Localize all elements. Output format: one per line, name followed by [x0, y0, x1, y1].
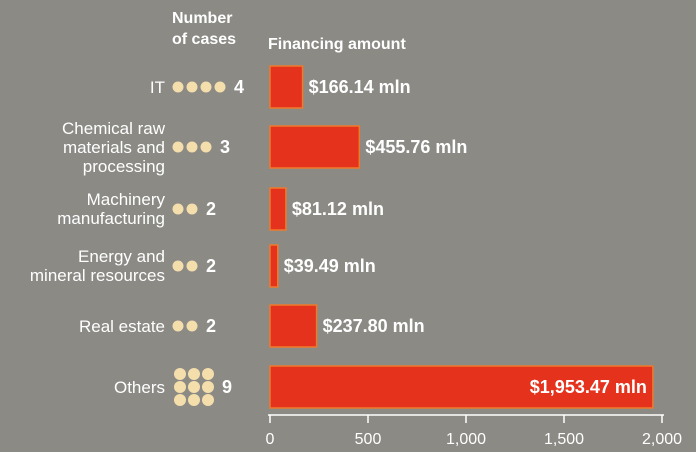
case-dot — [202, 394, 214, 406]
case-dots — [172, 141, 212, 153]
case-dots — [172, 203, 198, 215]
case-dots — [172, 320, 198, 332]
value-label: $237.80 mln — [323, 316, 425, 336]
case-dot — [186, 141, 198, 153]
value-label: $1,953.47 mln — [530, 377, 647, 397]
case-dot — [200, 81, 212, 93]
x-tick-label: 1,500 — [544, 431, 584, 448]
category-box: Machinery manufacturing — [20, 177, 165, 241]
category-box: Energy and mineral resources — [20, 234, 165, 298]
case-count: 2 — [206, 256, 216, 276]
case-dot — [202, 368, 214, 380]
category-label: IT — [149, 77, 165, 97]
value-label: $455.76 mln — [365, 137, 467, 157]
category-box: Chemical raw materials and processing — [20, 115, 165, 179]
case-dot — [172, 81, 184, 93]
case-dot — [174, 368, 186, 380]
category-label: Real estate — [79, 316, 165, 336]
case-dot — [188, 394, 200, 406]
category-box: IT — [20, 55, 165, 119]
case-dot — [172, 141, 184, 153]
category-label: Energy and mineral resources — [29, 247, 165, 285]
case-dot — [202, 381, 214, 393]
case-dot — [186, 320, 198, 332]
x-tick-label: 500 — [355, 431, 382, 448]
bar — [269, 65, 304, 109]
case-dot — [186, 81, 198, 93]
category-box: Others — [20, 355, 165, 419]
case-dot — [200, 141, 212, 153]
category-label: Chemical raw materials and processing — [62, 118, 165, 176]
case-count: 4 — [234, 77, 244, 97]
case-count: 2 — [206, 199, 216, 219]
category-box: Real estate — [20, 294, 165, 358]
value-label: $81.12 mln — [292, 199, 384, 219]
case-dot — [172, 203, 184, 215]
bar — [269, 365, 654, 409]
case-dot — [186, 260, 198, 272]
x-tick-label: 0 — [266, 431, 275, 448]
case-dots — [172, 260, 198, 272]
bar — [269, 125, 361, 169]
case-dot — [214, 81, 226, 93]
bar — [269, 187, 287, 231]
value-label: $166.14 mln — [309, 77, 411, 97]
case-count: 9 — [222, 377, 232, 397]
case-dot — [174, 381, 186, 393]
category-label: Others — [113, 377, 165, 397]
x-tick-label: 1,000 — [446, 431, 486, 448]
case-dot — [188, 368, 200, 380]
case-count: 3 — [220, 137, 230, 157]
case-count: 2 — [206, 316, 216, 336]
category-label: Machinery manufacturing — [57, 190, 165, 228]
bar — [269, 244, 279, 288]
case-dots — [172, 81, 226, 93]
cases-header: Number of cases — [172, 10, 237, 48]
case-dot — [188, 381, 200, 393]
case-dot — [172, 320, 184, 332]
case-dot — [174, 394, 186, 406]
amount-header: Financing amount — [268, 36, 406, 53]
case-dot — [172, 260, 184, 272]
x-tick-label: 2,000 — [642, 431, 682, 448]
bar — [269, 304, 318, 348]
case-dot — [186, 203, 198, 215]
value-label: $39.49 mln — [284, 256, 376, 276]
case-dots — [174, 368, 214, 406]
